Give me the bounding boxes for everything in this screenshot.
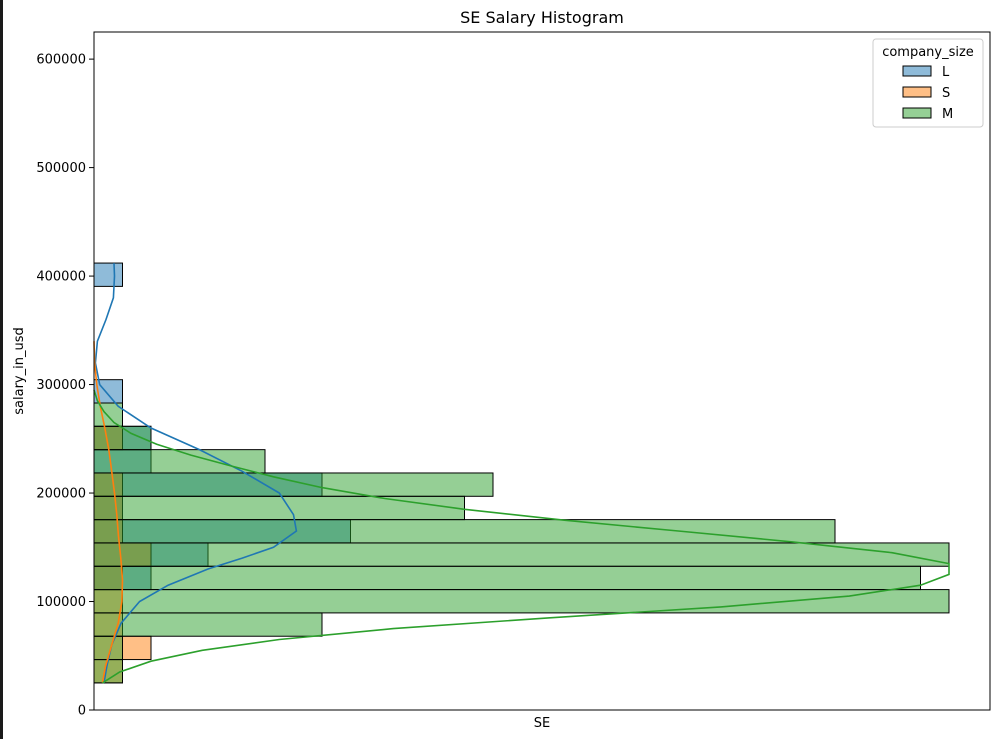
bar-L-17: [93, 262, 123, 287]
bar-M-5: [93, 542, 950, 567]
kde-curve-S: [93, 341, 124, 684]
y-tick-label: 600000: [36, 53, 86, 68]
chart-title: SE Salary Histogram: [460, 8, 624, 27]
y-tick-label: 0: [78, 704, 86, 719]
y-tick-label: 300000: [36, 378, 86, 393]
legend: company_size LSM: [872, 38, 984, 128]
bar-M-2: [93, 612, 323, 637]
legend-title: company_size: [882, 45, 974, 60]
y-tick-label: 200000: [36, 487, 86, 502]
legend-label-M: M: [942, 107, 953, 122]
kde-curve-M: [93, 389, 950, 684]
legend-swatch-M: [902, 107, 932, 119]
legend-label-L: L: [942, 65, 950, 80]
bar-M-3: [93, 589, 950, 614]
y-axis-ticks: 0 100000 200000 300000 400000 500000 600000: [36, 53, 94, 719]
bar-M-7: [93, 495, 465, 521]
legend-swatch-S: [902, 86, 932, 98]
histogram-bars: [93, 262, 950, 684]
legend-label-S: S: [942, 86, 950, 101]
kde-curve-L: [94, 263, 298, 684]
y-tick-label: 500000: [36, 161, 86, 176]
plot-frame: [93, 31, 991, 711]
y-tick-label: 400000: [36, 270, 86, 285]
bar-M-4: [93, 565, 921, 591]
bar-M-6: [93, 519, 836, 544]
legend-box: [872, 38, 984, 128]
legend-swatch-L: [902, 65, 932, 77]
window-left-border: [0, 0, 3, 739]
bar-M-8: [93, 472, 494, 497]
x-axis-label: SE: [534, 716, 550, 731]
kde-curves: [93, 263, 950, 684]
y-tick-label: 100000: [36, 595, 86, 610]
y-axis-label: salary_in_usd: [12, 327, 27, 414]
